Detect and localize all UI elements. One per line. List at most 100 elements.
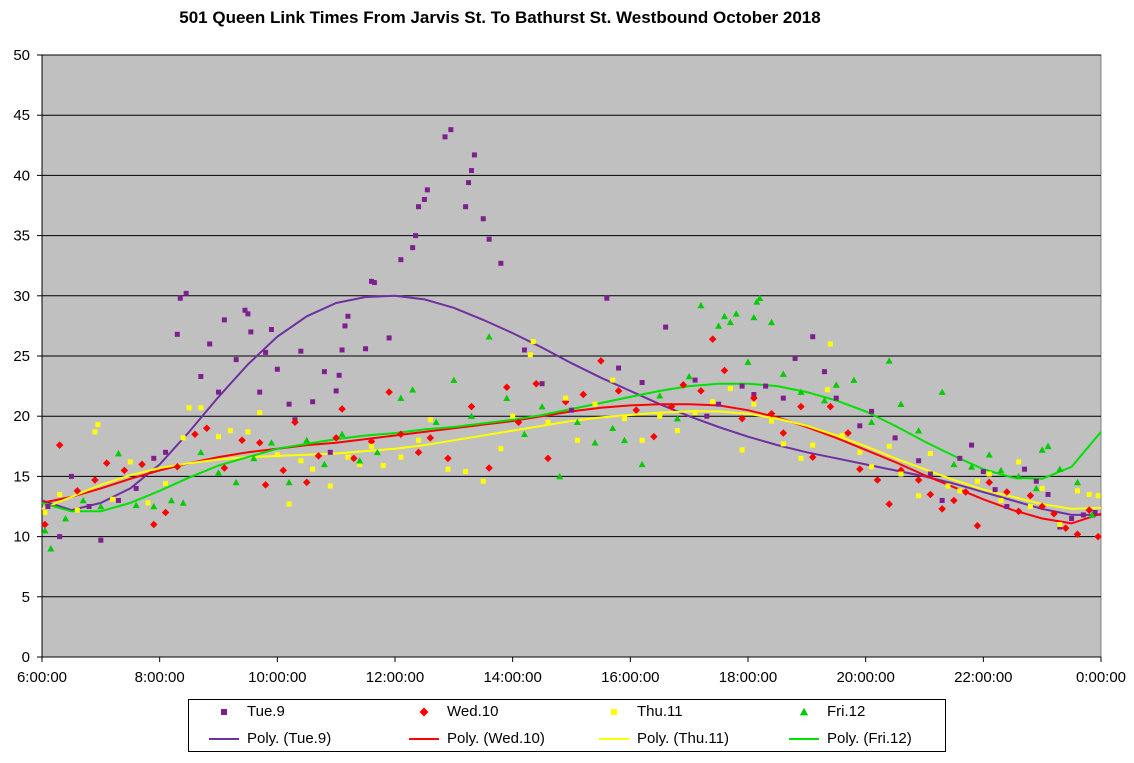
y-tick-label: 50 [13, 47, 30, 64]
data-point-thu-11 [998, 497, 1004, 503]
legend-item: Thu.11 [599, 703, 683, 720]
data-point-wed-10 [808, 453, 817, 461]
data-point-tue-9 [1004, 504, 1010, 509]
data-point-tue-9 [468, 168, 474, 174]
legend-marker [799, 707, 809, 716]
legend-label: Wed.10 [447, 703, 499, 720]
data-point-thu-11 [857, 449, 863, 455]
data-point-thu-11 [621, 416, 627, 422]
data-point-fri-12 [620, 436, 628, 444]
y-tick-label: 25 [13, 348, 30, 365]
y-tick-label: 30 [13, 288, 30, 305]
data-point-tue-9 [1069, 516, 1075, 522]
data-point-fri-12 [450, 376, 458, 383]
data-point-wed-10 [579, 390, 588, 399]
data-point-tue-9 [857, 423, 863, 429]
data-point-thu-11 [1074, 488, 1080, 494]
x-tick-label: 0:00:00 [1076, 669, 1126, 686]
data-point-tue-9 [248, 329, 254, 335]
data-point-fri-12 [950, 460, 958, 468]
data-point-thu-11 [345, 454, 351, 460]
data-point-wed-10 [679, 381, 688, 389]
data-point-wed-10 [844, 429, 852, 437]
data-point-tue-9 [98, 537, 104, 543]
data-point-thu-11 [380, 463, 386, 469]
data-point-fri-12 [732, 310, 740, 317]
data-point-fri-12 [356, 457, 364, 464]
data-point-thu-11 [986, 471, 992, 477]
data-point-wed-10 [856, 465, 864, 473]
data-point-wed-10 [914, 476, 923, 484]
data-point-thu-11 [357, 461, 363, 467]
data-point-thu-11 [945, 483, 951, 489]
data-point-tue-9 [980, 469, 986, 475]
data-point-thu-11 [610, 377, 616, 383]
x-tick-label: 20:00:00 [836, 669, 894, 686]
data-point-fri-12 [1032, 484, 1040, 492]
data-point-wed-10 [102, 459, 111, 467]
data-point-wed-10 [1026, 491, 1035, 500]
data-point-wed-10 [338, 405, 346, 413]
data-point-thu-11 [657, 413, 663, 419]
data-point-fri-12 [1038, 446, 1046, 453]
data-point-wed-10 [279, 466, 287, 475]
data-point-tue-9 [245, 311, 251, 317]
data-point-wed-10 [779, 429, 788, 437]
data-point-fri-12 [968, 463, 976, 470]
data-point-wed-10 [414, 448, 423, 457]
data-point-fri-12 [1088, 511, 1096, 518]
data-point-thu-11 [368, 443, 374, 449]
x-tick-label: 8:00:00 [135, 669, 185, 686]
data-point-thu-11 [145, 500, 151, 506]
data-point-fri-12 [41, 527, 49, 534]
data-point-wed-10 [291, 418, 299, 426]
data-point-fri-12 [303, 436, 311, 444]
data-point-tue-9 [539, 381, 545, 387]
data-point-tue-9 [1080, 512, 1086, 518]
data-point-wed-10 [950, 496, 958, 505]
data-point-tue-9 [333, 388, 339, 394]
data-point-tue-9 [386, 335, 392, 341]
data-point-wed-10 [885, 500, 893, 508]
legend-label: Poly. (Wed.10) [447, 730, 545, 747]
data-point-thu-11 [916, 493, 922, 499]
data-point-wed-10 [367, 437, 376, 446]
data-point-fri-12 [285, 478, 293, 486]
data-point-wed-10 [202, 424, 211, 432]
x-tick-label: 6:00:00 [17, 669, 67, 686]
legend-item: Poly. (Wed.10) [409, 730, 545, 747]
data-point-tue-9 [471, 152, 477, 158]
data-point-tue-9 [616, 365, 622, 371]
data-point-fri-12 [150, 503, 158, 510]
data-point-tue-9 [424, 187, 430, 193]
x-tick-label: 22:00:00 [954, 669, 1012, 686]
data-point-thu-11 [639, 437, 645, 443]
y-tick-label: 45 [13, 107, 30, 124]
data-point-fri-12 [62, 515, 70, 522]
data-point-tue-9 [763, 383, 769, 389]
data-point-wed-10 [738, 414, 746, 423]
data-point-tue-9 [163, 449, 169, 455]
legend-marker-swatch [799, 707, 809, 716]
data-point-wed-10 [314, 452, 323, 460]
data-point-tue-9 [274, 366, 280, 372]
data-point-fri-12 [720, 312, 728, 320]
data-point-wed-10 [514, 418, 523, 426]
data-point-wed-10 [597, 357, 605, 365]
data-point-tue-9 [792, 355, 798, 361]
data-point-tue-9 [410, 245, 416, 251]
data-point-thu-11 [974, 478, 980, 484]
data-point-thu-11 [1057, 522, 1063, 528]
data-point-fri-12 [673, 415, 681, 422]
data-point-tue-9 [183, 290, 189, 296]
data-point-wed-10 [926, 490, 935, 499]
data-point-wed-10 [544, 454, 552, 463]
data-point-tue-9 [336, 372, 342, 378]
data-point-thu-11 [1027, 504, 1033, 509]
data-point-fri-12 [656, 392, 664, 399]
data-point-fri-12 [885, 357, 893, 364]
data-point-tue-9 [233, 357, 239, 363]
y-tick-label: 35 [13, 228, 30, 245]
data-point-wed-10 [485, 464, 493, 472]
y-tick-label: 20 [13, 408, 30, 425]
